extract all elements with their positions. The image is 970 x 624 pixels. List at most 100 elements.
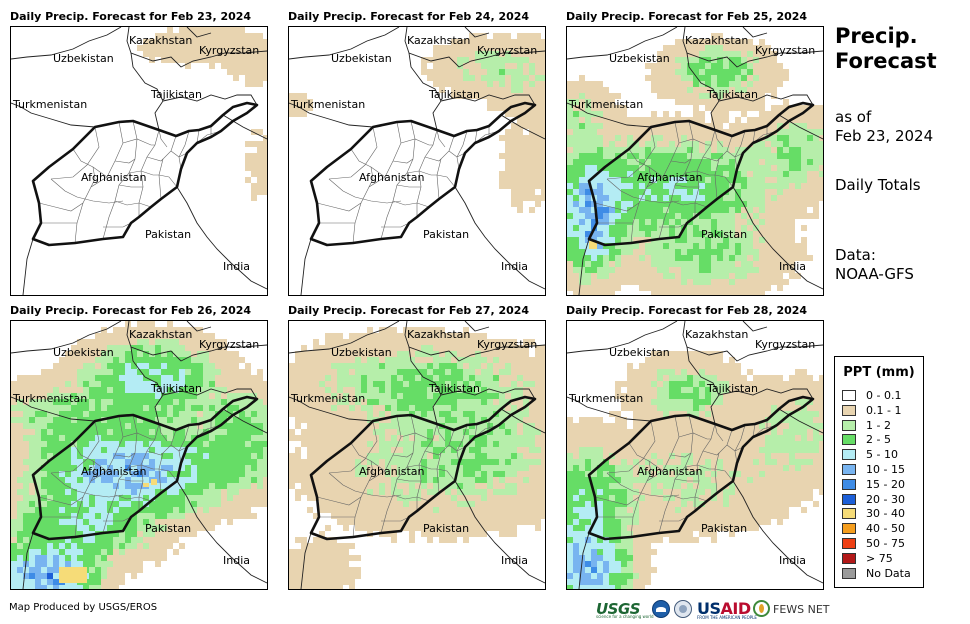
panel-title-2: Daily Precip. Forecast for Feb 24, 2024 <box>288 10 530 23</box>
country-label-kazakhstan: Kazakhstan <box>407 34 470 47</box>
legend-label: 10 - 15 <box>866 463 905 476</box>
legend-swatch <box>842 478 856 490</box>
as-of-date: Feb 23, 2024 <box>835 127 934 145</box>
fews-net-logo: FEWS NET <box>773 603 830 616</box>
country-label-pakistan: Pakistan <box>701 228 747 241</box>
afghanistan-outline <box>309 395 537 541</box>
country-label-afghanistan: Afghanistan <box>81 171 147 184</box>
legend-label: 5 - 10 <box>866 448 898 462</box>
country-label-india: India <box>779 554 806 567</box>
legend-swatch <box>842 464 856 475</box>
precip-map: Kazakhstan Kyrgyzstan Uzbekistan Turkmenist… <box>289 321 545 589</box>
country-label-india: India <box>501 260 528 273</box>
country-label-turkmenistan: Turkmenistan <box>12 392 87 405</box>
country-label-pakistan: Pakistan <box>701 522 747 535</box>
precip-grid <box>567 33 823 295</box>
legend-swatch <box>842 508 856 520</box>
afghanistan-outline <box>309 101 537 247</box>
province-borders <box>316 120 500 244</box>
map-panel-3: Kazakhstan Kyrgyzstan Uzbekistan Turkmenist… <box>566 26 824 296</box>
map-panel-5: Kazakhstan Kyrgyzstan Uzbekistan Turkmenist… <box>288 320 546 590</box>
usaid-tagline: FROM THE AMERICAN PEOPLE <box>697 615 757 620</box>
country-label-turkmenistan: Turkmenistan <box>290 392 365 405</box>
country-label-tajikistan: Tajikistan <box>706 88 758 101</box>
province-borders <box>38 414 222 538</box>
map-panel-6: Kazakhstan Kyrgyzstan Uzbekistan Turkmenist… <box>566 320 824 590</box>
country-label-kyrgyzstan: Kyrgyzstan <box>755 338 815 351</box>
country-label-kazakhstan: Kazakhstan <box>407 328 470 341</box>
country-label-uzbekistan: Uzbekistan <box>53 346 114 359</box>
legend-label: > 75 <box>866 551 893 565</box>
precip-map: Kazakhstan Kyrgyzstan Uzbekistan Turkmenist… <box>289 27 545 295</box>
afghanistan-outline <box>587 101 815 247</box>
country-label-uzbekistan: Uzbekistan <box>53 52 114 65</box>
country-label-kyrgyzstan: Kyrgyzstan <box>199 44 259 57</box>
legend-swatch <box>842 449 856 461</box>
daily-totals-label: Daily Totals <box>835 176 921 194</box>
country-label-kazakhstan: Kazakhstan <box>129 328 192 341</box>
panel-title-4: Daily Precip. Forecast for Feb 26, 2024 <box>10 304 252 317</box>
country-label-turkmenistan: Turkmenistan <box>568 392 643 405</box>
legend-label: 1 - 2 <box>866 418 891 432</box>
country-label-kyrgyzstan: Kyrgyzstan <box>477 44 537 57</box>
legend-swatch <box>842 552 856 564</box>
country-label-uzbekistan: Uzbekistan <box>609 52 670 65</box>
country-borders <box>11 27 267 295</box>
country-label-uzbekistan: Uzbekistan <box>331 52 392 65</box>
legend-swatch <box>842 493 856 505</box>
precip-grid <box>289 327 545 589</box>
country-label-afghanistan: Afghanistan <box>637 465 703 478</box>
map-panel-4: Kazakhstan Kyrgyzstan Uzbekistan Turkmenist… <box>10 320 268 590</box>
country-label-tajikistan: Tajikistan <box>706 382 758 395</box>
legend-swatch <box>842 419 856 431</box>
legend-label: No Data <box>866 566 911 580</box>
country-label-uzbekistan: Uzbekistan <box>609 346 670 359</box>
country-label-kyrgyzstan: Kyrgyzstan <box>199 338 259 351</box>
legend-swatch <box>842 404 856 416</box>
country-label-uzbekistan: Uzbekistan <box>331 346 392 359</box>
side-title-line2: Forecast <box>835 49 937 73</box>
country-borders <box>567 321 823 589</box>
country-label-pakistan: Pakistan <box>423 228 469 241</box>
country-label-tajikistan: Tajikistan <box>428 88 480 101</box>
legend-title: PPT (mm) <box>843 365 915 380</box>
country-label-tajikistan: Tajikistan <box>150 382 202 395</box>
as-of-label: as of <box>835 108 872 126</box>
province-borders <box>316 414 500 538</box>
country-label-kyrgyzstan: Kyrgyzstan <box>755 44 815 57</box>
country-borders <box>567 27 823 295</box>
country-label-kazakhstan: Kazakhstan <box>685 34 748 47</box>
country-label-india: India <box>223 554 250 567</box>
map-panel-2: Kazakhstan Kyrgyzstan Uzbekistan Turkmenist… <box>288 26 546 296</box>
legend-label: 30 - 40 <box>866 507 905 521</box>
dhs-seal-icon <box>674 600 692 618</box>
data-label: Data: <box>835 246 876 264</box>
usgs-logo: USGS <box>596 600 641 618</box>
precip-grid <box>137 27 267 201</box>
legend-label: 20 - 30 <box>866 492 905 506</box>
usaid-logo: USAID <box>697 599 751 618</box>
precip-grid <box>11 321 267 589</box>
precip-map: Kazakhstan Kyrgyzstan Uzbekistan Turkmenist… <box>567 321 823 589</box>
panel-title-5: Daily Precip. Forecast for Feb 27, 2024 <box>288 304 530 317</box>
country-borders <box>289 27 545 295</box>
country-label-tajikistan: Tajikistan <box>428 382 480 395</box>
legend-swatch <box>842 538 856 549</box>
legend-label: 0.1 - 1 <box>866 403 902 417</box>
credit-text: Map Produced by USGS/EROS <box>9 602 158 613</box>
usgs-tagline: science for a changing world <box>596 614 654 619</box>
precip-map: Kazakhstan Kyrgyzstan Uzbekistan Turkmenist… <box>11 27 267 295</box>
country-label-afghanistan: Afghanistan <box>359 465 425 478</box>
country-label-india: India <box>223 260 250 273</box>
country-label-tajikistan: Tajikistan <box>150 88 202 101</box>
country-label-turkmenistan: Turkmenistan <box>12 98 87 111</box>
side-title-line1: Precip. <box>835 24 918 48</box>
fews-globe-icon <box>753 600 770 617</box>
country-label-afghanistan: Afghanistan <box>81 465 147 478</box>
precip-map: Kazakhstan Kyrgyzstan Uzbekistan Turkmenist… <box>11 321 267 589</box>
map-panel-1: Kazakhstan Kyrgyzstan Uzbekistan Turkmenist… <box>10 26 268 296</box>
country-label-kazakhstan: Kazakhstan <box>129 34 192 47</box>
afghanistan-outline <box>31 101 259 247</box>
country-label-pakistan: Pakistan <box>145 522 191 535</box>
